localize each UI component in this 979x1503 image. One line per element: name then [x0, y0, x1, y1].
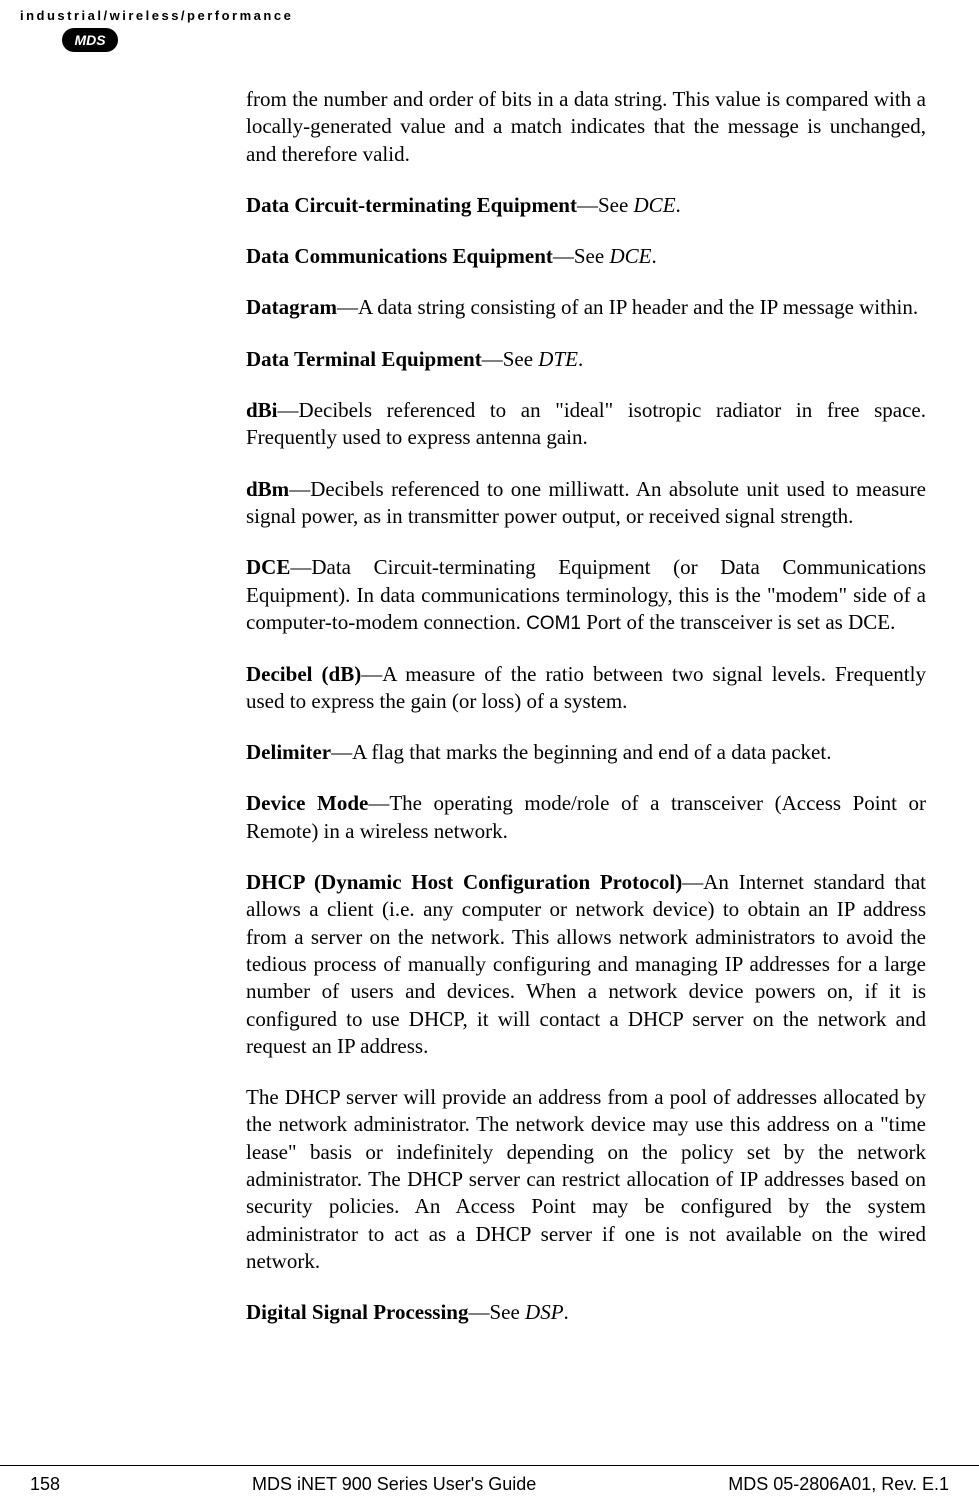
- entry-continuation: from the number and order of bits in a d…: [246, 86, 926, 168]
- entry-dbm: dBm—Decibels referenced to one milliwatt…: [246, 476, 926, 531]
- see-ref: DCE: [609, 244, 651, 268]
- definition: —A flag that marks the beginning and end…: [331, 740, 831, 764]
- entry-dce: DCE—Data Circuit-terminating Equipment (…: [246, 554, 926, 636]
- tail: .: [676, 193, 681, 217]
- page-footer: 158 MDS iNET 900 Series User's Guide MDS…: [0, 1465, 979, 1503]
- term: Digital Signal Processing: [246, 1300, 468, 1324]
- entry-datagram: Datagram—A data string consisting of an …: [246, 294, 926, 321]
- term: DHCP (Dynamic Host Configuration Protoco…: [246, 870, 682, 894]
- sep: —See: [468, 1300, 525, 1324]
- entry-dsp: Digital Signal Processing—See DSP.: [246, 1299, 926, 1326]
- term: dBi: [246, 398, 278, 422]
- term: Data Terminal Equipment: [246, 347, 482, 371]
- entry-dce-alias: Data Communications Equipment—See DCE.: [246, 243, 926, 270]
- definition-post: Port of the transceiver is set as DCE.: [581, 610, 895, 634]
- code: COM1: [526, 613, 581, 634]
- tail: .: [651, 244, 656, 268]
- definition: —A data string consisting of an IP heade…: [337, 295, 918, 319]
- entry-dbi: dBi—Decibels referenced to an "ideal" is…: [246, 397, 926, 452]
- term: Delimiter: [246, 740, 331, 764]
- entry-decibel: Decibel (dB)—A measure of the ratio betw…: [246, 661, 926, 716]
- footer-title: MDS iNET 900 Series User's Guide: [60, 1474, 728, 1495]
- footer-doc-id: MDS 05-2806A01, Rev. E.1: [728, 1474, 949, 1495]
- term: Data Circuit-terminating Equipment: [246, 193, 577, 217]
- sep: —See: [553, 244, 610, 268]
- term: dBm: [246, 477, 289, 501]
- entry-dhcp-cont: The DHCP server will provide an address …: [246, 1084, 926, 1275]
- entry-delimiter: Delimiter—A flag that marks the beginnin…: [246, 739, 926, 766]
- see-ref: DTE: [538, 347, 578, 371]
- term: Decibel (dB): [246, 662, 361, 686]
- term: DCE: [246, 555, 290, 579]
- tail: .: [564, 1300, 569, 1324]
- definition: —Decibels referenced to one milliwatt. A…: [246, 477, 926, 528]
- header-tagline: industrial/wireless/performance: [20, 8, 293, 23]
- entry-dte: Data Terminal Equipment—See DTE.: [246, 346, 926, 373]
- mds-logo: MDS: [62, 28, 118, 52]
- term: Device Mode: [246, 791, 368, 815]
- see-ref: DSP: [525, 1300, 564, 1324]
- definition: —An Internet standard that allows a clie…: [246, 870, 926, 1058]
- glossary-content: from the number and order of bits in a d…: [246, 86, 926, 1350]
- entry-dhcp: DHCP (Dynamic Host Configuration Protoco…: [246, 869, 926, 1060]
- entry-dcte: Data Circuit-terminating Equipment—See D…: [246, 192, 926, 219]
- entry-device-mode: Device Mode—The operating mode/role of a…: [246, 790, 926, 845]
- term: Data Communications Equipment: [246, 244, 553, 268]
- definition: —Decibels referenced to an "ideal" isotr…: [246, 398, 926, 449]
- see-ref: DCE: [634, 193, 676, 217]
- page-number: 158: [30, 1474, 60, 1495]
- sep: —See: [482, 347, 539, 371]
- tail: .: [578, 347, 583, 371]
- term: Datagram: [246, 295, 337, 319]
- sep: —See: [577, 193, 634, 217]
